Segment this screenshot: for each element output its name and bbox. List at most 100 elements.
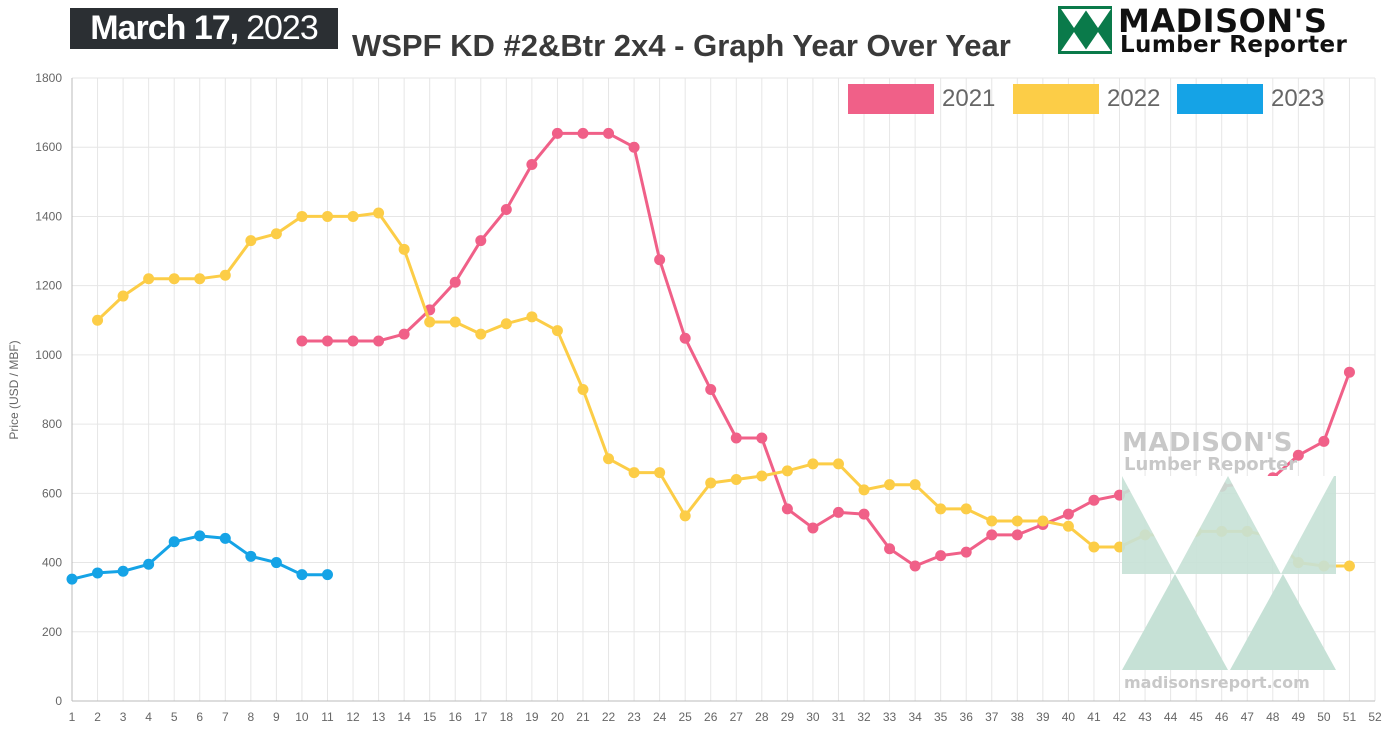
data-point-2021[interactable]: [730, 432, 742, 444]
data-point-2022[interactable]: [1343, 560, 1355, 572]
data-point-2021[interactable]: [373, 335, 385, 347]
data-point-2022[interactable]: [526, 311, 538, 323]
watermark: MADISON'S Lumber Reporter madisonsreport…: [1120, 428, 1340, 693]
data-point-2021[interactable]: [398, 328, 410, 340]
data-point-2023[interactable]: [219, 532, 231, 544]
data-point-2022[interactable]: [398, 243, 410, 255]
data-point-2021[interactable]: [577, 127, 589, 139]
data-point-2023[interactable]: [194, 530, 206, 542]
series-2023: [66, 530, 333, 585]
data-point-2023[interactable]: [168, 536, 180, 548]
data-point-2021[interactable]: [500, 204, 512, 216]
data-point-2023[interactable]: [245, 550, 257, 562]
data-point-2022[interactable]: [373, 207, 385, 219]
data-point-2022[interactable]: [219, 269, 231, 281]
y-tick-label: 1600: [35, 140, 62, 154]
data-point-2022[interactable]: [935, 503, 947, 515]
data-point-2022[interactable]: [1011, 515, 1023, 527]
data-point-2022[interactable]: [500, 318, 512, 330]
data-point-2022[interactable]: [1062, 520, 1074, 532]
data-point-2021[interactable]: [1011, 529, 1023, 541]
data-point-2021[interactable]: [654, 254, 666, 266]
y-tick-label: 1200: [35, 279, 62, 293]
data-point-2021[interactable]: [1292, 449, 1304, 461]
data-point-2021[interactable]: [526, 159, 538, 171]
data-point-2021[interactable]: [321, 335, 333, 347]
data-point-2021[interactable]: [1343, 366, 1355, 378]
data-point-2021[interactable]: [935, 550, 947, 562]
x-tick-label: 23: [627, 710, 641, 724]
data-point-2021[interactable]: [551, 127, 563, 139]
data-point-2022[interactable]: [270, 228, 282, 240]
data-point-2022[interactable]: [577, 384, 589, 395]
data-point-2021[interactable]: [781, 503, 793, 515]
data-point-2022[interactable]: [194, 273, 206, 285]
data-point-2022[interactable]: [705, 477, 717, 489]
data-point-2022[interactable]: [1037, 515, 1049, 527]
data-point-2022[interactable]: [117, 290, 129, 302]
data-point-2023[interactable]: [66, 573, 78, 585]
data-point-2022[interactable]: [807, 458, 819, 470]
data-point-2021[interactable]: [449, 276, 461, 288]
data-point-2022[interactable]: [92, 314, 104, 326]
data-point-2022[interactable]: [654, 467, 666, 479]
data-point-2022[interactable]: [143, 273, 155, 285]
data-point-2022[interactable]: [679, 510, 691, 522]
data-point-2022[interactable]: [1088, 541, 1100, 553]
legend-swatch: [848, 84, 934, 114]
data-point-2022[interactable]: [986, 515, 998, 527]
legend-swatch: [1177, 84, 1263, 114]
data-point-2021[interactable]: [679, 332, 691, 344]
data-point-2021[interactable]: [347, 335, 359, 347]
data-point-2023[interactable]: [270, 557, 282, 569]
data-point-2022[interactable]: [245, 235, 257, 247]
data-point-2021[interactable]: [1318, 435, 1330, 447]
data-point-2023[interactable]: [92, 567, 104, 579]
data-point-2023[interactable]: [143, 558, 155, 570]
data-point-2022[interactable]: [884, 479, 896, 491]
x-tick-label: 28: [755, 710, 769, 724]
data-point-2022[interactable]: [347, 210, 359, 222]
data-point-2023[interactable]: [117, 565, 129, 577]
data-point-2021[interactable]: [884, 543, 896, 555]
data-point-2022[interactable]: [628, 467, 640, 479]
data-point-2022[interactable]: [781, 465, 793, 477]
data-point-2022[interactable]: [858, 484, 870, 496]
x-tick-label: 39: [1036, 710, 1050, 724]
data-point-2021[interactable]: [986, 529, 998, 541]
legend-item-2021[interactable]: 2021: [848, 84, 995, 114]
data-point-2022[interactable]: [475, 328, 487, 340]
legend-item-2022[interactable]: 2022: [1013, 84, 1160, 114]
data-point-2022[interactable]: [424, 316, 436, 328]
data-point-2021[interactable]: [858, 508, 870, 520]
data-point-2023[interactable]: [321, 569, 333, 581]
data-point-2021[interactable]: [960, 546, 972, 558]
data-point-2021[interactable]: [705, 384, 717, 395]
x-tick-label: 20: [551, 710, 565, 724]
data-point-2021[interactable]: [628, 141, 640, 153]
legend-item-2023[interactable]: 2023: [1177, 84, 1324, 114]
data-point-2022[interactable]: [832, 458, 844, 470]
data-point-2022[interactable]: [321, 210, 333, 222]
data-point-2021[interactable]: [807, 522, 819, 534]
data-point-2021[interactable]: [475, 235, 487, 247]
data-point-2021[interactable]: [756, 432, 768, 444]
x-tick-label: 30: [806, 710, 820, 724]
data-point-2022[interactable]: [730, 473, 742, 485]
data-point-2022[interactable]: [756, 470, 768, 482]
data-point-2022[interactable]: [909, 479, 921, 491]
data-point-2022[interactable]: [296, 210, 308, 222]
data-point-2022[interactable]: [603, 453, 615, 465]
data-point-2022[interactable]: [551, 325, 563, 337]
data-point-2022[interactable]: [449, 316, 461, 328]
data-point-2021[interactable]: [603, 127, 615, 139]
data-point-2021[interactable]: [832, 506, 844, 518]
data-point-2022[interactable]: [168, 273, 180, 285]
data-point-2022[interactable]: [960, 503, 972, 515]
data-point-2021[interactable]: [296, 335, 308, 347]
data-point-2023[interactable]: [296, 569, 308, 581]
data-point-2021[interactable]: [1062, 508, 1074, 520]
data-point-2021[interactable]: [1088, 494, 1100, 506]
data-point-2021[interactable]: [909, 560, 921, 572]
x-tick-label: 13: [372, 710, 386, 724]
